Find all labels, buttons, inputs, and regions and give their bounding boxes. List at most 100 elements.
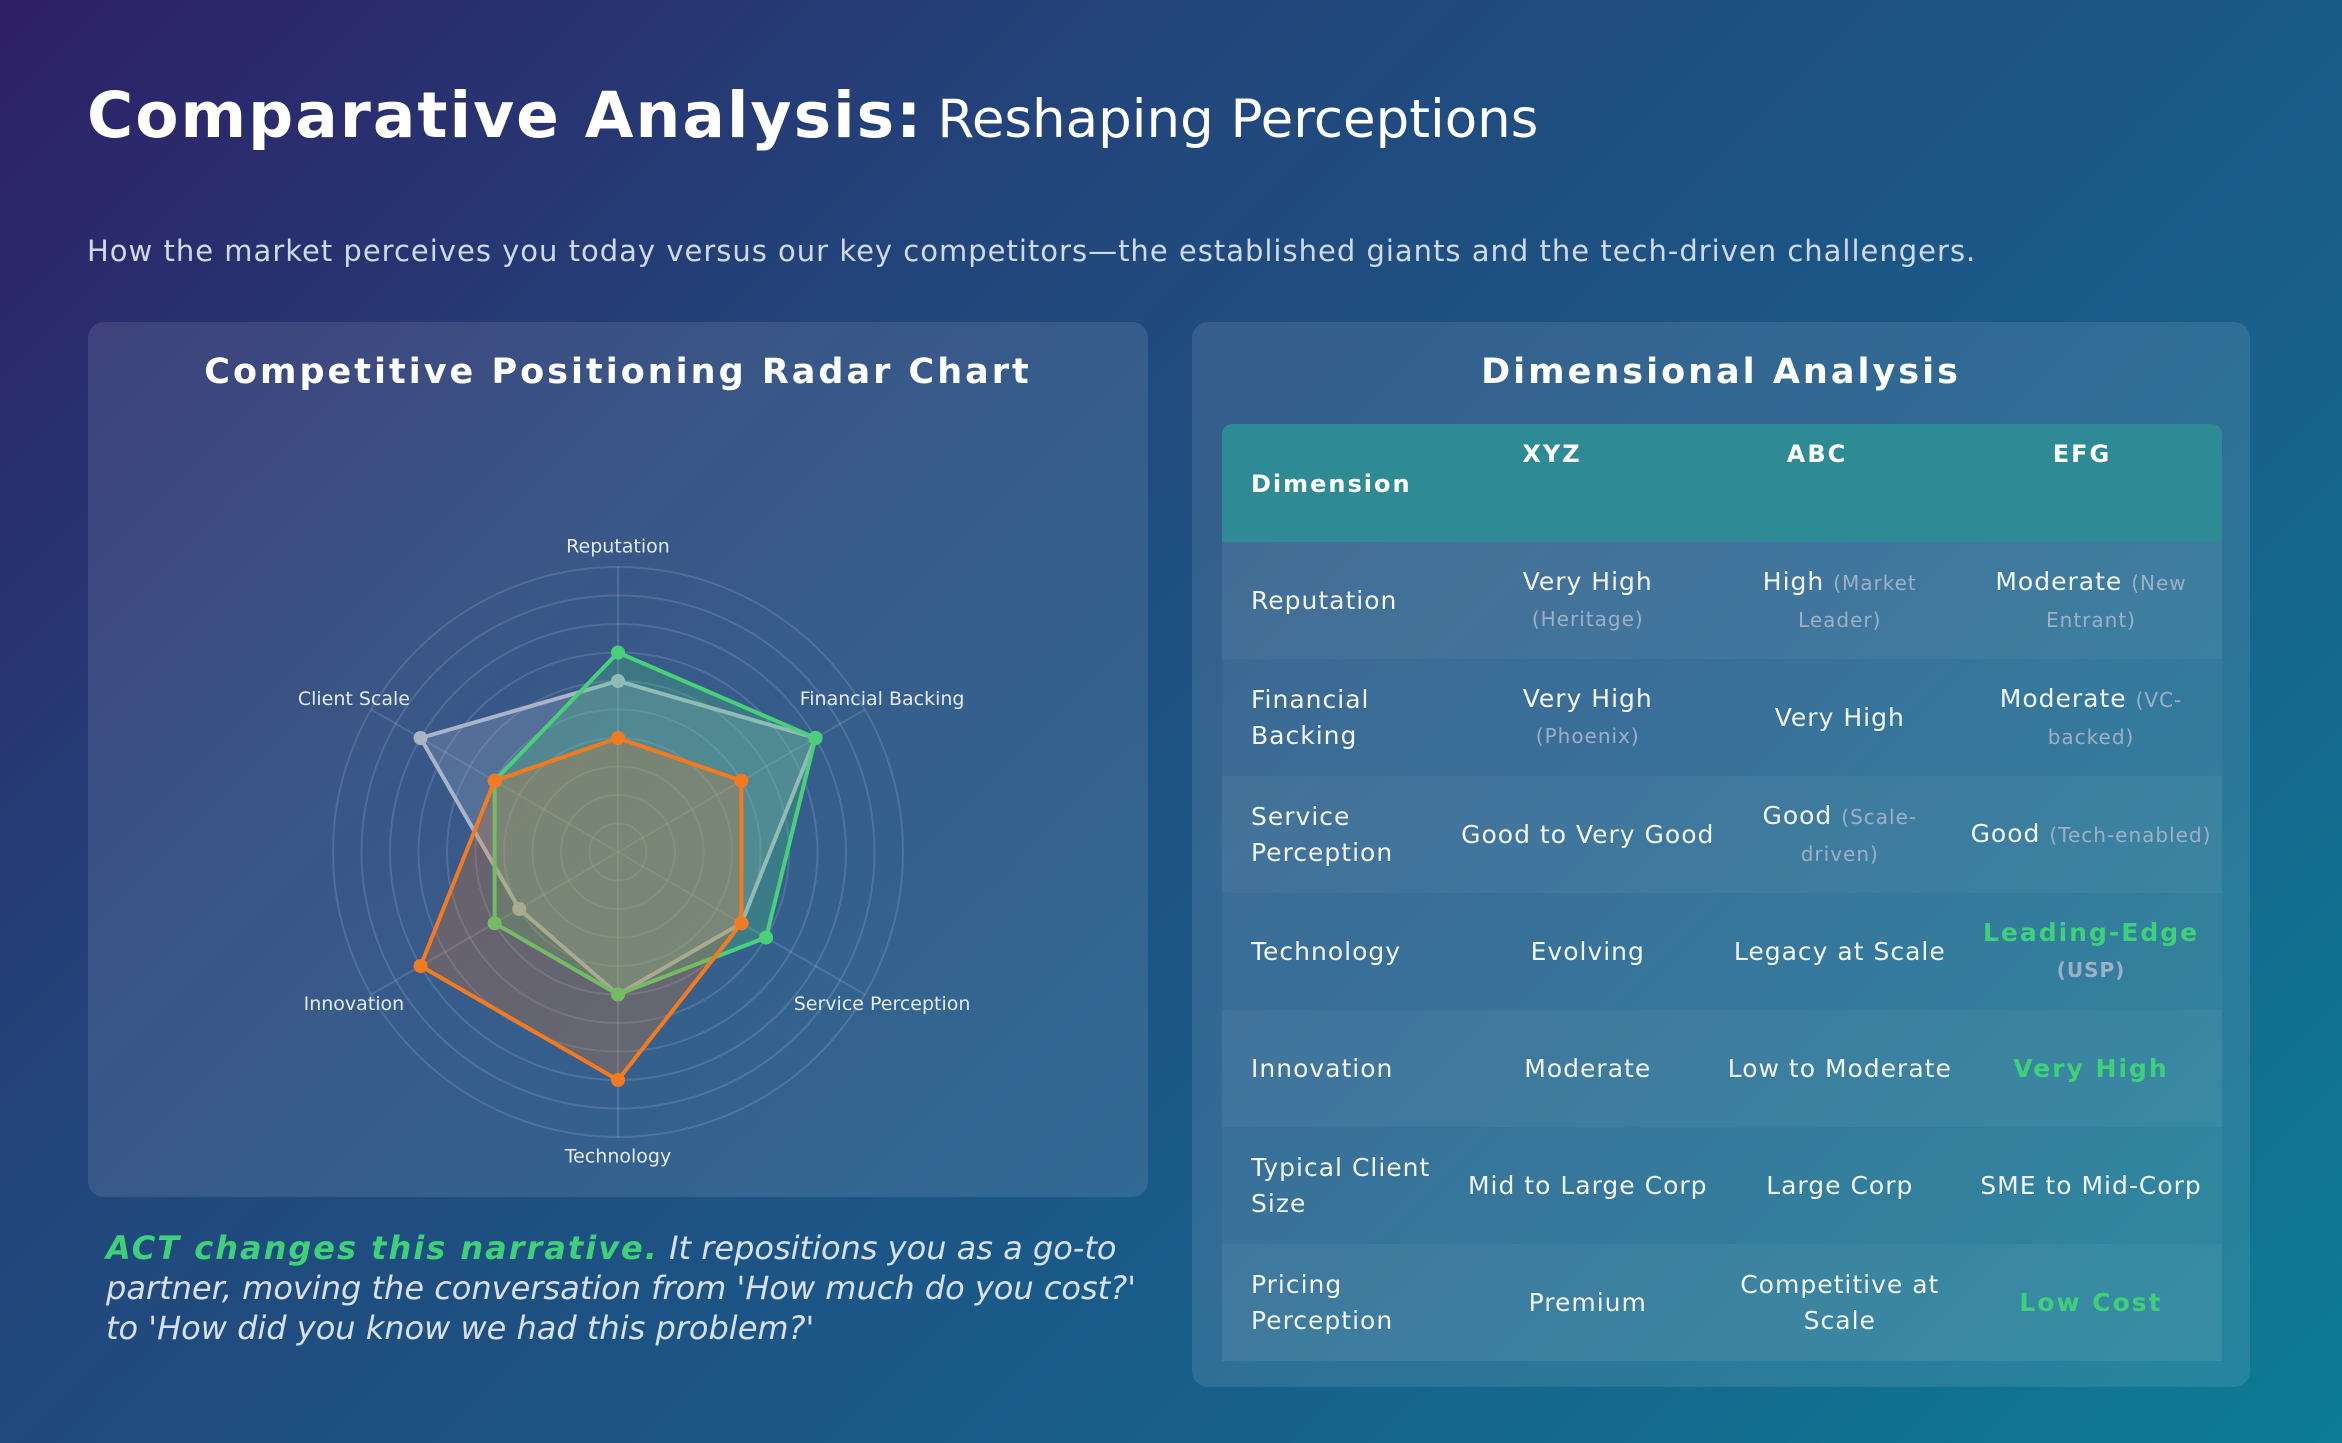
cell-xyz-note: (Phoenix)	[1535, 724, 1640, 748]
cell-abc: High (Market Leader)	[1720, 564, 1961, 638]
radar-panel-title: Competitive Positioning Radar Chart	[204, 352, 1032, 392]
radar-series-3-point	[734, 916, 749, 931]
cell-xyz: Mid to Large Corp	[1456, 1168, 1720, 1204]
cell-abc-main: Large Corp	[1766, 1170, 1914, 1200]
cell-efg-main: Good	[1970, 819, 2041, 848]
cell-efg-main: Leading-Edge	[1982, 918, 2200, 947]
radar-series-3-point	[734, 773, 749, 788]
cell-efg-note: (Tech-enabled)	[2049, 823, 2212, 847]
cell-xyz-main: Evolving	[1530, 936, 1645, 966]
radar-axis-label: Client Scale	[298, 688, 410, 710]
cell-dimension: Technology	[1251, 936, 1402, 966]
cell-xyz: Premium	[1456, 1285, 1720, 1321]
cell-dimension: Pricing Perception	[1251, 1269, 1394, 1335]
cell-efg: SME to Mid-Corp	[1960, 1168, 2222, 1204]
cell-efg: Moderate (VC-backed)	[1960, 681, 2222, 755]
radar-series-2-point	[759, 930, 774, 945]
dimensional-analysis-panel: Dimensional Analysis Dimension XYZ ABC E…	[1192, 322, 2250, 1387]
radar-series-2-point	[611, 645, 625, 660]
page-title-light: Reshaping Perceptions	[937, 89, 1539, 150]
page-subtitle: How the market perceives you today versu…	[87, 234, 1977, 268]
cell-abc-note: (Market Leader)	[1798, 570, 1917, 632]
cell-efg: Low Cost	[1960, 1285, 2222, 1321]
cell-xyz-note: (Heritage)	[1531, 607, 1644, 631]
page-title-strong: Comparative Analysis:	[87, 79, 924, 152]
cell-xyz-main: Premium	[1528, 1287, 1647, 1317]
radar-grid-ring	[360, 594, 876, 1110]
radar-grid-ring	[531, 765, 705, 939]
cell-xyz-main: Very High	[1522, 567, 1653, 596]
cell-xyz: Evolving	[1456, 934, 1720, 970]
cell-abc-main: High	[1762, 566, 1825, 596]
header-dimension: Dimension	[1251, 470, 1412, 498]
cell-dimension: Financial Backing	[1251, 684, 1370, 750]
cell-abc: Competitive at Scale	[1720, 1267, 1961, 1339]
cell-efg: Good (Tech-enabled)	[1960, 816, 2222, 853]
cell-abc-main: Legacy at Scale	[1733, 936, 1946, 966]
cell-abc-main: Competitive at Scale	[1740, 1269, 1940, 1335]
radar-series-2-point	[611, 987, 625, 1002]
cell-efg: Very High	[1960, 1051, 2222, 1087]
table-row: Pricing Perception Premium Competitive a…	[1222, 1244, 2222, 1361]
cell-efg-main: Moderate	[1995, 566, 2123, 596]
cell-efg: Moderate (New Entrant)	[1960, 564, 2222, 638]
cell-efg-note: (VC-backed)	[2047, 687, 2183, 749]
radar-grid-ring	[588, 822, 648, 882]
radar-series-2-point	[808, 731, 823, 745]
cell-abc: Low to Moderate	[1720, 1051, 1961, 1087]
radar-panel: Competitive Positioning Radar Chart Repu…	[88, 322, 1148, 1197]
table-header: Dimension XYZ ABC EFG	[1222, 424, 2222, 542]
cell-abc: Good (Scale-driven)	[1720, 798, 1961, 872]
header-abc: ABC	[1786, 440, 1848, 468]
cell-xyz-main: Good to Very Good	[1461, 819, 1715, 849]
cell-efg-note: (New Entrant)	[2046, 570, 2187, 632]
cell-abc: Large Corp	[1720, 1168, 1961, 1204]
cell-efg-note: (USP)	[2056, 958, 2126, 982]
cell-dimension: Service Perception	[1251, 801, 1394, 867]
radar-series-1-point	[611, 674, 625, 688]
table-row: Service Perception Good to Very Good Goo…	[1222, 776, 2222, 893]
table-row: Technology Evolving Legacy at Scale Lead…	[1222, 893, 2222, 1010]
quote-highlight: ACT changes this narrative.	[106, 1229, 659, 1267]
radar-chart: Reputation Financial Backing Service Perce…	[298, 536, 971, 1168]
cell-abc: Very High	[1720, 700, 1961, 736]
table-row: Innovation Moderate Low to Moderate Very…	[1222, 1010, 2222, 1127]
cell-abc-main: Good	[1762, 800, 1833, 830]
radar-series-1-point	[413, 731, 428, 745]
radar-series-3-point	[611, 731, 625, 745]
radar-axis-label: Technology	[564, 1145, 671, 1167]
cell-dimension: Typical Client Size	[1251, 1152, 1431, 1218]
cell-xyz-main: Moderate	[1524, 1053, 1652, 1083]
radar-series-3-point	[487, 773, 502, 788]
radar-grid-ring	[560, 794, 676, 910]
cell-xyz-main: Very High	[1522, 684, 1653, 713]
radar-series-3-point	[611, 1073, 625, 1087]
table-row: Typical Client Size Mid to Large Corp La…	[1222, 1127, 2222, 1244]
cell-abc: Legacy at Scale	[1720, 934, 1961, 970]
radar-series-3-point	[413, 959, 428, 973]
quote-text: It repositions you as a go-to partner, m…	[106, 1229, 1136, 1347]
radar-series-1-point	[512, 902, 527, 916]
act-narrative-quote: ACT changes this narrative. It repositio…	[106, 1228, 1151, 1348]
radar-axis-label: Financial Backing	[800, 688, 965, 710]
cell-abc-main: Very High	[1774, 702, 1905, 732]
cell-abc-main: Low to Moderate	[1727, 1053, 1952, 1083]
header-xyz: XYZ	[1522, 440, 1582, 468]
page-title: Comparative Analysis: Reshaping Perceptio…	[87, 78, 1538, 154]
radar-series-2-point	[487, 916, 502, 931]
table-panel-title: Dimensional Analysis	[1481, 352, 1961, 392]
cell-efg-main: Very High	[2013, 1053, 2169, 1083]
cell-dimension: Reputation	[1251, 585, 1398, 615]
cell-xyz: Very High (Phoenix)	[1456, 681, 1720, 754]
cell-xyz: Very High (Heritage)	[1456, 564, 1720, 637]
cell-dimension: Innovation	[1251, 1053, 1394, 1083]
radar-grid-ring	[332, 566, 904, 1138]
cell-efg-main: Moderate	[1999, 683, 2127, 713]
cell-xyz-main: Mid to Large Corp	[1467, 1170, 1708, 1200]
cell-efg-main: Low Cost	[2019, 1287, 2163, 1317]
radar-axis-label: Service Perception	[794, 993, 971, 1015]
dimensional-analysis-table: Dimension XYZ ABC EFG Reputation Very Hi…	[1222, 424, 2222, 1361]
cell-xyz: Moderate	[1456, 1051, 1720, 1087]
header-efg: EFG	[2052, 440, 2112, 468]
cell-efg: Leading-Edge (USP)	[1960, 915, 2222, 988]
